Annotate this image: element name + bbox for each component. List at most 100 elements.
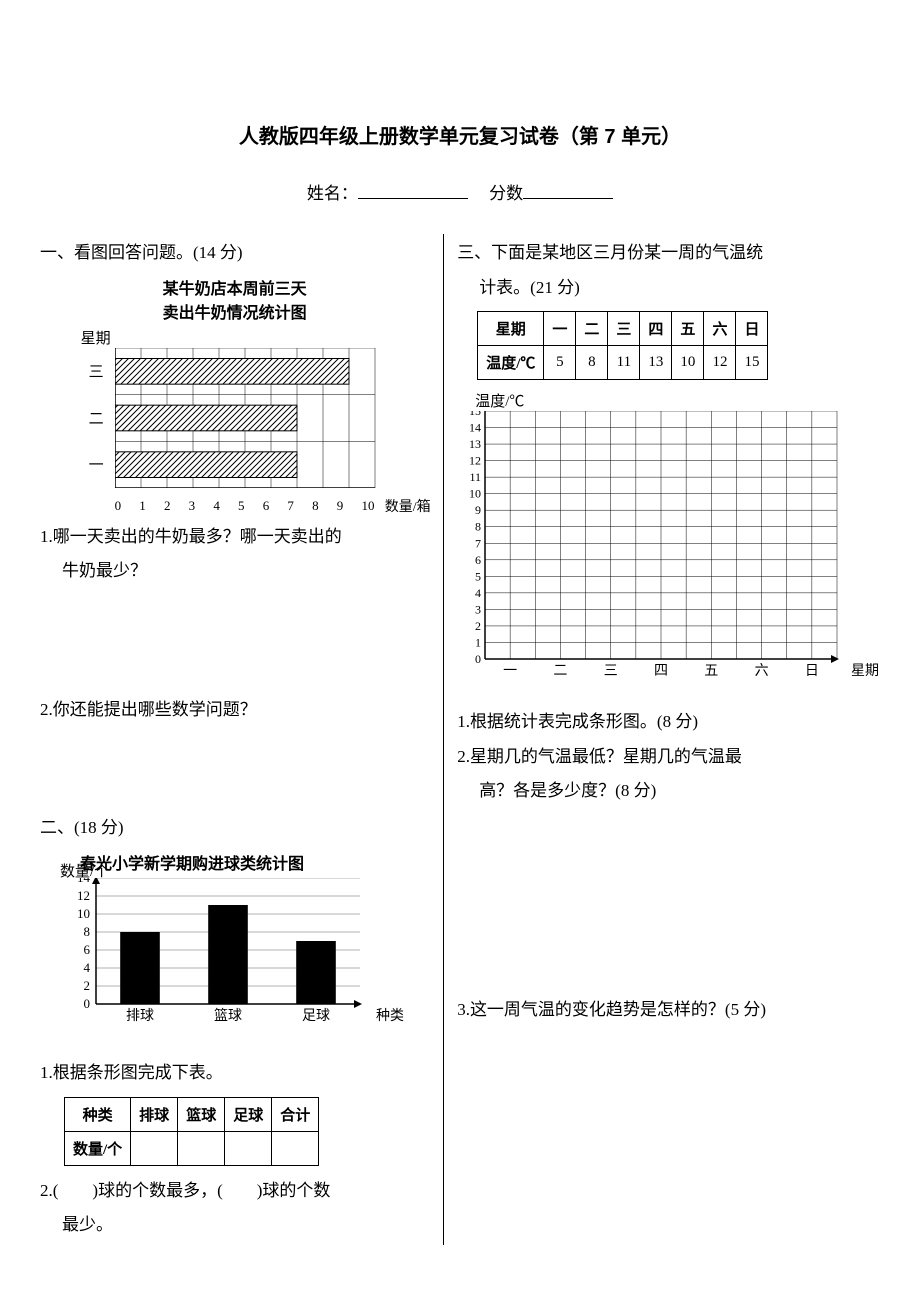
svg-text:6: 6: [475, 553, 481, 567]
svg-text:日: 日: [805, 664, 819, 679]
q2-svg: 02468101214排球篮球足球种类: [60, 878, 410, 1034]
q1-xtick: 2: [164, 498, 171, 514]
svg-text:3: 3: [475, 603, 481, 617]
svg-text:2: 2: [475, 619, 481, 633]
q1-xtick: 9: [337, 498, 344, 514]
svg-text:14: 14: [469, 421, 481, 435]
svg-text:排球: 排球: [126, 1008, 154, 1024]
svg-text:4: 4: [475, 586, 481, 600]
svg-text:10: 10: [77, 906, 90, 921]
svg-text:篮球: 篮球: [214, 1008, 242, 1024]
q1-cat-label: 三: [89, 360, 104, 381]
table-cell[interactable]: [272, 1131, 319, 1165]
table-cell[interactable]: [131, 1131, 178, 1165]
q2-sub2a: 2.( )球的个数最多，( )球的个数: [40, 1176, 429, 1207]
q2-yaxis-label: 数量/个: [60, 860, 109, 881]
q1-xtick: 10: [361, 498, 374, 514]
q1-xaxis-label: 数量/箱: [385, 496, 431, 516]
table-cell[interactable]: [225, 1131, 272, 1165]
q1-chart-title: 某牛奶店本周前三天 卖出牛奶情况统计图: [40, 275, 429, 323]
svg-text:9: 9: [475, 503, 481, 517]
q1-xtick: 5: [238, 498, 245, 514]
q3-yaxis-label: 温度/℃: [475, 390, 880, 411]
q3-chart: 温度/℃ 0123456789101112131415一二三四五六日星期: [457, 390, 880, 701]
svg-text:13: 13: [469, 437, 481, 451]
table-header: 二: [576, 312, 608, 346]
q3-sub3: 3.这一周气温的变化趋势是怎样的？(5 分): [457, 995, 880, 1026]
q3-svg: 0123456789101112131415一二三四五六日星期: [457, 411, 893, 685]
q1-sub2: 2.你还能提出哪些数学问题？: [40, 695, 429, 726]
table-header: 三: [608, 312, 640, 346]
svg-text:11: 11: [470, 470, 482, 484]
q1-xtick: 3: [189, 498, 196, 514]
table-header: 四: [640, 312, 672, 346]
table-header: 一: [544, 312, 576, 346]
name-label: 姓名：: [307, 184, 358, 203]
svg-text:五: 五: [704, 664, 718, 679]
q3-table: 星期一二三四五六日温度/℃581113101215: [477, 311, 768, 380]
svg-text:0: 0: [475, 652, 481, 666]
svg-text:二: 二: [554, 664, 568, 679]
q1-xtick: 1: [139, 498, 146, 514]
svg-text:10: 10: [469, 487, 481, 501]
q1-xtick: 0: [115, 498, 122, 514]
svg-text:6: 6: [84, 942, 91, 957]
svg-text:一: 一: [503, 664, 517, 679]
svg-text:5: 5: [475, 570, 481, 584]
q1-xtick: 4: [213, 498, 220, 514]
table-header: 日: [736, 312, 768, 346]
svg-text:星期: 星期: [851, 663, 879, 679]
score-blank[interactable]: [523, 182, 613, 199]
q2-table: 种类排球篮球足球合计数量/个: [64, 1097, 319, 1166]
q1-yaxis-label: 星期: [81, 327, 395, 348]
table-cell: 10: [672, 346, 704, 380]
table-row-label: 温度/℃: [478, 346, 544, 380]
q3-sub2b: 高？各是多少度？(8 分): [457, 776, 880, 807]
q1-svg: [115, 348, 379, 488]
svg-text:足球: 足球: [302, 1008, 330, 1024]
q1-sub1: 1.哪一天卖出的牛奶最多？哪一天卖出的: [40, 522, 429, 553]
svg-text:4: 4: [84, 960, 91, 975]
score-label: 分数: [489, 184, 523, 203]
table-cell: 11: [608, 346, 640, 380]
table-header: 排球: [131, 1097, 178, 1131]
q2-sub1: 1.根据条形图完成下表。: [40, 1058, 429, 1089]
table-header: 种类: [65, 1097, 131, 1131]
table-cell: 8: [576, 346, 608, 380]
svg-text:1: 1: [475, 636, 481, 650]
q2-heading: 二、(18 分): [40, 813, 429, 844]
svg-text:种类: 种类: [376, 1008, 404, 1024]
q2-sub2b: 最少。: [40, 1210, 429, 1241]
q3-sub1: 1.根据统计表完成条形图。(8 分): [457, 707, 880, 738]
svg-text:15: 15: [469, 411, 481, 418]
svg-text:0: 0: [84, 996, 91, 1011]
table-header: 足球: [225, 1097, 272, 1131]
table-cell[interactable]: [178, 1131, 225, 1165]
q1-xtick: 8: [312, 498, 319, 514]
q1-chart: 星期 三二一 数量/箱 012345678910: [75, 327, 395, 514]
table-header: 六: [704, 312, 736, 346]
page-title: 人教版四年级上册数学单元复习试卷（第 7 单元）: [40, 120, 880, 149]
table-header: 篮球: [178, 1097, 225, 1131]
table-cell: 15: [736, 346, 768, 380]
table-header: 合计: [272, 1097, 319, 1131]
q1-xtick: 6: [263, 498, 270, 514]
q3-heading: 三、下面是某地区三月份某一周的气温统: [457, 238, 880, 269]
q1-xtick: 7: [287, 498, 294, 514]
svg-text:12: 12: [77, 888, 90, 903]
table-cell: 13: [640, 346, 672, 380]
q3-heading-b: 计表。(21 分): [457, 273, 880, 304]
header-line: 姓名： 分数: [40, 179, 880, 204]
svg-text:三: 三: [604, 664, 618, 679]
svg-text:8: 8: [475, 520, 481, 534]
name-blank[interactable]: [358, 182, 468, 199]
table-header: 星期: [478, 312, 544, 346]
column-divider: [443, 234, 444, 1245]
table-cell: 5: [544, 346, 576, 380]
svg-text:7: 7: [475, 536, 481, 550]
table-header: 五: [672, 312, 704, 346]
table-cell: 12: [704, 346, 736, 380]
svg-text:四: 四: [654, 664, 668, 679]
q2-chart: 数量/个02468101214排球篮球足球种类: [60, 878, 380, 1048]
q3-sub2a: 2.星期几的气温最低？星期几的气温最: [457, 742, 880, 773]
